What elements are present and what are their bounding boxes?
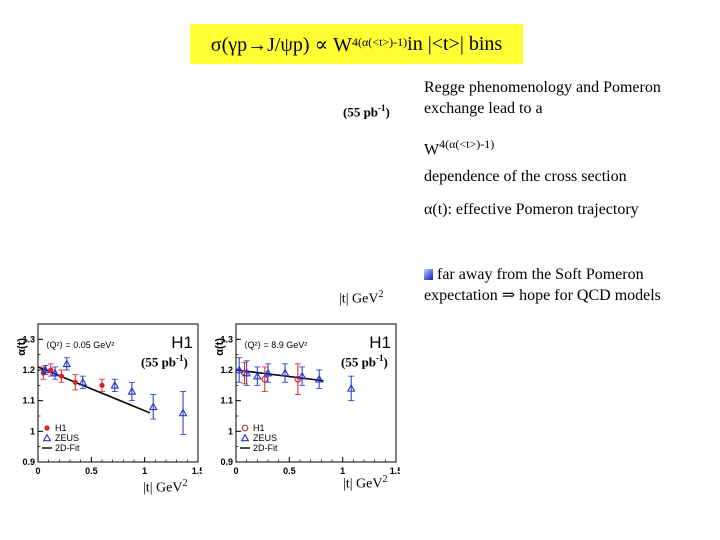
y-tick-label: 1: [228, 426, 233, 436]
data-point-zeus: [263, 368, 273, 377]
y-axis-label: α(t): [214, 338, 226, 356]
legend-marker-h1: [44, 425, 50, 431]
legend-label-h1: H1: [55, 423, 67, 433]
data-point-zeus: [242, 368, 252, 377]
data-point-zeus: [314, 374, 324, 383]
data-point-zeus: [297, 371, 307, 380]
legend-label-h1: H1: [253, 423, 265, 433]
luminosity-label-left: (55 pb-1): [141, 353, 188, 370]
data-point-zeus: [234, 365, 244, 374]
text-line-5: α(t): effective Pomeron trajectory: [424, 201, 639, 218]
y-tick-label: 1.1: [22, 396, 35, 406]
t-unit-label-right: |t| GeV2: [343, 474, 388, 492]
luminosity-label-right: (55 pb-1): [341, 353, 388, 370]
data-point-zeus: [78, 377, 88, 386]
x-tick-label: 0: [233, 466, 238, 476]
title-prefix: σ(γp→J/ψp) ∝ W: [210, 33, 353, 56]
data-point-zeus: [110, 380, 120, 389]
x-tick-label: 1.5: [192, 466, 202, 476]
experiment-label: H1: [171, 333, 193, 352]
data-point-zeus: [346, 383, 356, 392]
data-point-h1: [58, 373, 65, 379]
title-suffix: in |<t>| bins: [407, 32, 503, 55]
bullet-line-1: far away from the Soft Pomeron: [424, 264, 644, 285]
data-point-h1: [72, 379, 78, 385]
alpha-plot-left: 0 0.5 1 1.5 0.9 1 1.1 1.2 1.3α(t) ⟨Q²⟩ = 0.05 GeV…: [16, 323, 202, 476]
y-tick-label: 1: [30, 426, 35, 436]
y-tick-label: 0.9: [22, 457, 35, 467]
experiment-label: H1: [369, 333, 391, 352]
x-tick-label: 0: [35, 466, 40, 476]
data-point-zeus: [127, 386, 137, 395]
y-tick-label: 1.3: [220, 334, 233, 344]
legend-label-fit: 2D-Fit: [55, 443, 80, 453]
data-point-zeus: [148, 402, 158, 411]
slide-title: σ(γp→J/ψp) ∝ W 4(α(<t>)-1) in |<t>| bins: [190, 24, 523, 64]
x-tick-label: 1: [142, 466, 147, 476]
bullet-icon: [424, 269, 433, 280]
bullet-line-2: expectation ⇒ hope for QCD models: [424, 287, 661, 304]
plot-frame: [235, 323, 397, 463]
x-tick-label: 1: [340, 466, 345, 476]
q2-label: ⟨Q²⟩ = 8.9 GeV²: [244, 340, 307, 350]
text-line-4: dependence of the cross section: [424, 168, 627, 185]
t-unit-label-left: |t| GeV2: [143, 478, 188, 496]
q2-label: ⟨Q²⟩ = 0.05 GeV²: [46, 340, 114, 350]
data-point-zeus: [178, 408, 188, 417]
data-point-h1: [99, 382, 105, 388]
y-tick-label: 1.2: [220, 365, 233, 375]
x-tick-label: 0.5: [283, 466, 296, 476]
data-point-zeus: [280, 368, 290, 377]
y-tick-label: 0.9: [220, 457, 233, 467]
x-tick-label: 0.5: [85, 466, 98, 476]
alpha-plot-right: 0 0.5 1 1.5 0.9 1 1.1 1.2 1.3α(t) ⟨Q²⟩ = 8.9 GeV²…: [214, 323, 400, 476]
data-point-h1: [48, 367, 54, 373]
text-line-1: Regge phenomenology and Pomeron: [424, 79, 661, 96]
data-point-zeus: [62, 359, 72, 368]
legend-label-zeus: ZEUS: [55, 433, 79, 443]
title-exponent: 4(α(<t>)-1): [352, 34, 408, 49]
legend-label-zeus: ZEUS: [253, 433, 277, 443]
fit-line: [235, 369, 324, 382]
y-tick-label: 1.2: [22, 365, 35, 375]
x-tick-label: 1.5: [390, 466, 400, 476]
y-tick-label: 1.1: [220, 396, 233, 406]
legend-marker-h1: [241, 424, 249, 432]
luminosity-label-top: (55 pb-1): [343, 103, 390, 120]
y-axis-label: α(t): [16, 338, 28, 356]
t-unit-label-top: |t| GeV2: [339, 289, 384, 307]
legend-label-fit: 2D-Fit: [253, 443, 278, 453]
data-point-zeus: [252, 371, 262, 380]
legend-marker-zeus: [42, 433, 52, 442]
text-line-3: W4(α(<t>)-1): [424, 137, 495, 159]
text-line-2: exchange lead to a: [424, 100, 543, 117]
data-point-zeus: [50, 368, 60, 377]
data-point-zeus: [41, 365, 50, 374]
fit-line: [37, 366, 151, 414]
legend-marker-zeus: [240, 433, 250, 442]
plot-frame: [37, 323, 199, 463]
y-tick-label: 1.3: [22, 334, 35, 344]
